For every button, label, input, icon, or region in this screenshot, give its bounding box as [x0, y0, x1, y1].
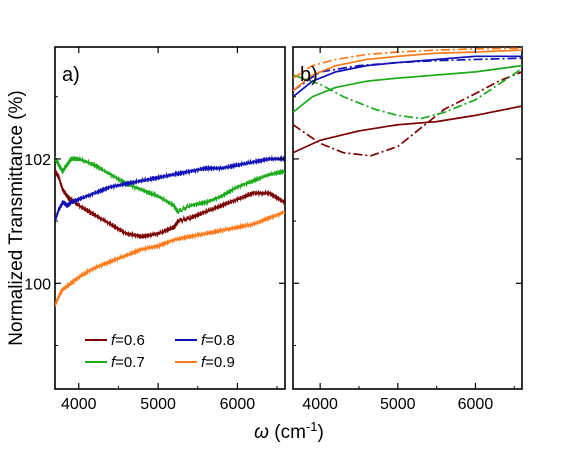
x-tick-label-b-0: 4000	[302, 396, 338, 413]
legend: f=0.6 f=0.8 f=0.7 f=0.9	[85, 332, 235, 371]
panel-b-series	[293, 47, 522, 157]
series-line-a-1	[55, 155, 285, 215]
x-tick-label-b-1: 5000	[380, 396, 416, 413]
series-line-b-5	[293, 57, 522, 92]
legend-label-1: f=0.8	[201, 332, 235, 349]
series-line-b-1	[293, 71, 522, 157]
panel-b-frame	[292, 46, 523, 390]
panel-a-letter: a)	[62, 64, 80, 86]
series-line-b-7	[293, 47, 522, 79]
series-line-a-0	[55, 169, 285, 239]
x-tick-label-a-0: 4000	[61, 396, 97, 413]
panel-a-series	[55, 154, 285, 307]
panel-b-ticks: 4000 5000 6000	[293, 47, 522, 413]
series-line-a-2	[55, 154, 285, 222]
x-tick-label-a-1: 5000	[140, 396, 176, 413]
y-axis-label: Normalized Transmittance (%)	[6, 90, 27, 346]
series-line-b-4	[293, 55, 522, 98]
panel-a-frame	[54, 46, 286, 390]
panel-a-ticks: 4000 5000 6000 100 102	[24, 47, 285, 413]
series-line-b-3	[293, 68, 522, 120]
series-line-b-6	[293, 49, 522, 92]
series-line-b-0	[293, 105, 522, 154]
series-line-b-2	[293, 64, 522, 113]
legend-label-3: f=0.9	[201, 354, 235, 371]
x-tick-label-a-2: 6000	[220, 396, 256, 413]
series-line-a-3	[55, 209, 285, 307]
y-tick-label-a-1: 102	[24, 152, 51, 169]
x-tick-label-b-2: 6000	[458, 396, 494, 413]
panel-b-letter: b)	[300, 64, 318, 86]
x-axis-label: ω (cm-1)	[254, 419, 324, 443]
legend-label-0: f=0.6	[111, 332, 145, 349]
y-tick-label-a-0: 100	[24, 276, 51, 293]
legend-label-2: f=0.7	[111, 354, 145, 371]
